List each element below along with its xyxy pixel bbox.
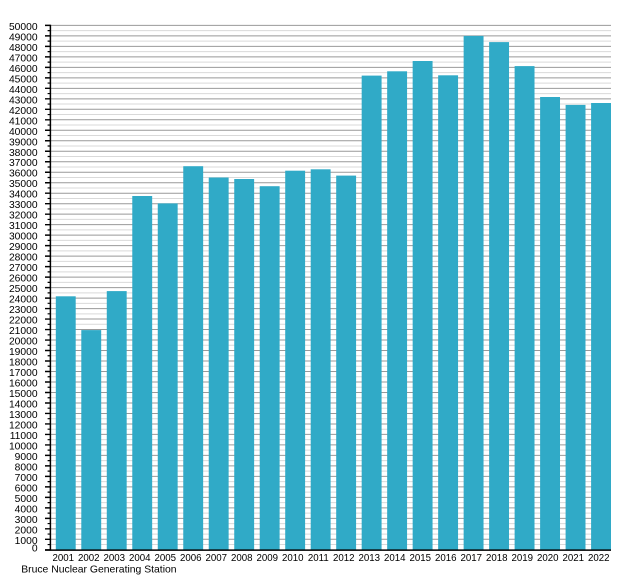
svg-text:45000: 45000 <box>9 74 38 85</box>
svg-text:2005: 2005 <box>155 553 177 564</box>
svg-text:2004: 2004 <box>129 553 151 564</box>
svg-text:24000: 24000 <box>9 295 38 306</box>
svg-text:50000: 50000 <box>9 22 38 33</box>
svg-text:2010: 2010 <box>282 553 304 564</box>
svg-text:2008: 2008 <box>231 553 253 564</box>
svg-text:43000: 43000 <box>9 95 38 106</box>
svg-text:16000: 16000 <box>9 378 38 389</box>
svg-text:17000: 17000 <box>9 368 38 379</box>
svg-text:36000: 36000 <box>9 169 38 180</box>
svg-text:35000: 35000 <box>9 179 38 190</box>
svg-text:2003: 2003 <box>104 553 126 564</box>
svg-text:2019: 2019 <box>512 553 534 564</box>
svg-text:10000: 10000 <box>9 441 38 452</box>
svg-text:2009: 2009 <box>257 553 279 564</box>
svg-text:5000: 5000 <box>15 494 38 505</box>
svg-text:37000: 37000 <box>9 158 38 169</box>
svg-text:23000: 23000 <box>9 305 38 316</box>
svg-text:29000: 29000 <box>9 242 38 253</box>
svg-text:2001: 2001 <box>53 553 75 564</box>
svg-text:15000: 15000 <box>9 389 38 400</box>
svg-text:6000: 6000 <box>15 483 38 494</box>
svg-text:2014: 2014 <box>384 553 406 564</box>
svg-text:32000: 32000 <box>9 211 38 222</box>
svg-text:25000: 25000 <box>9 284 38 295</box>
svg-text:46000: 46000 <box>9 64 38 75</box>
svg-text:28000: 28000 <box>9 253 38 264</box>
svg-text:19000: 19000 <box>9 347 38 358</box>
svg-text:1000: 1000 <box>15 536 38 547</box>
svg-text:49000: 49000 <box>9 32 38 43</box>
svg-text:4000: 4000 <box>15 504 38 515</box>
svg-text:2002: 2002 <box>78 553 100 564</box>
svg-text:0: 0 <box>32 543 38 554</box>
svg-text:22000: 22000 <box>9 316 38 327</box>
svg-text:31000: 31000 <box>9 221 38 232</box>
svg-text:40000: 40000 <box>9 127 38 138</box>
svg-text:11000: 11000 <box>10 431 38 442</box>
svg-text:2013: 2013 <box>359 553 381 564</box>
svg-text:2021: 2021 <box>563 553 585 564</box>
svg-text:48000: 48000 <box>9 43 38 54</box>
svg-text:12000: 12000 <box>9 420 38 431</box>
svg-text:2017: 2017 <box>461 553 483 564</box>
svg-text:33000: 33000 <box>9 200 38 211</box>
svg-text:14000: 14000 <box>9 399 38 410</box>
svg-text:26000: 26000 <box>9 274 38 285</box>
svg-text:9000: 9000 <box>15 452 38 463</box>
svg-text:47000: 47000 <box>9 53 38 64</box>
svg-text:34000: 34000 <box>9 190 38 201</box>
svg-text:18000: 18000 <box>9 358 38 369</box>
svg-text:7000: 7000 <box>15 473 38 484</box>
svg-text:3000: 3000 <box>15 515 38 526</box>
svg-text:30000: 30000 <box>9 232 38 243</box>
svg-text:2012: 2012 <box>333 553 355 564</box>
svg-text:2020: 2020 <box>537 553 559 564</box>
svg-text:2018: 2018 <box>486 553 508 564</box>
svg-text:39000: 39000 <box>9 137 38 148</box>
svg-text:20000: 20000 <box>9 337 38 348</box>
svg-text:21000: 21000 <box>9 326 38 337</box>
svg-text:13000: 13000 <box>9 410 38 421</box>
svg-text:2015: 2015 <box>410 553 432 564</box>
svg-text:42000: 42000 <box>9 106 38 117</box>
svg-text:2011: 2011 <box>308 553 329 564</box>
svg-text:44000: 44000 <box>9 85 38 96</box>
svg-text:Bruce Nuclear Generating Stati: Bruce Nuclear Generating Station <box>21 564 177 575</box>
svg-text:2016: 2016 <box>435 553 457 564</box>
svg-text:41000: 41000 <box>9 116 38 127</box>
svg-text:2000: 2000 <box>15 525 38 536</box>
svg-text:2022: 2022 <box>588 553 610 564</box>
svg-text:8000: 8000 <box>15 462 38 473</box>
svg-text:2007: 2007 <box>206 553 228 564</box>
svg-text:2006: 2006 <box>180 553 202 564</box>
svg-text:38000: 38000 <box>9 148 38 159</box>
svg-text:27000: 27000 <box>9 263 38 274</box>
